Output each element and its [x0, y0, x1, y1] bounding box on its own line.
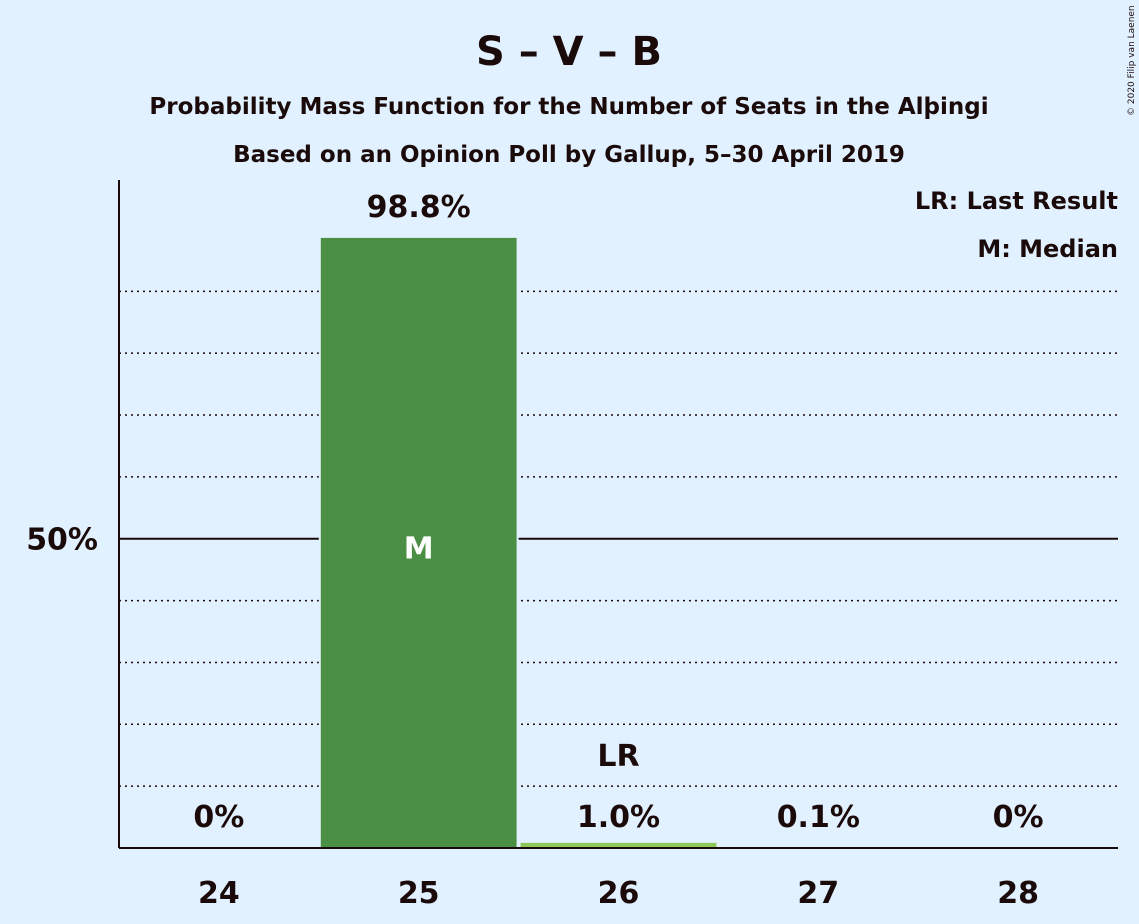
chart-title: S – V – B [476, 29, 662, 75]
last-result-marker: LR [597, 739, 639, 774]
y-tick-50: 50% [26, 523, 98, 558]
axes: 50% [26, 180, 1118, 849]
gridlines [119, 290, 1118, 787]
data-label-28: 0% [993, 800, 1044, 835]
chart-subtitle-1: Probability Mass Function for the Number… [149, 94, 988, 120]
median-marker: M [404, 532, 434, 567]
chart-subtitle-2: Based on an Opinion Poll by Gallup, 5–30… [233, 142, 905, 168]
x-tick-25: 25 [398, 876, 440, 911]
x-tick-24: 24 [198, 876, 240, 911]
data-label-24: 0% [193, 800, 244, 835]
copyright-text: © 2020 Filip van Laenen [1127, 5, 1137, 116]
bar-25 [318, 235, 519, 850]
data-labels: 0% 24 98.8% 25 M 1.0% 26 LR 0.1% 27 0% 28 [193, 190, 1043, 911]
bars [318, 235, 919, 850]
legend-last-result: LR: Last Result [915, 187, 1118, 215]
data-label-27: 0.1% [777, 800, 860, 835]
data-label-26: 1.0% [577, 800, 660, 835]
x-tick-28: 28 [997, 876, 1039, 911]
x-tick-26: 26 [598, 876, 640, 911]
legend-median: M: Median [977, 235, 1118, 263]
x-tick-27: 27 [797, 876, 839, 911]
data-label-25: 98.8% [367, 190, 471, 225]
